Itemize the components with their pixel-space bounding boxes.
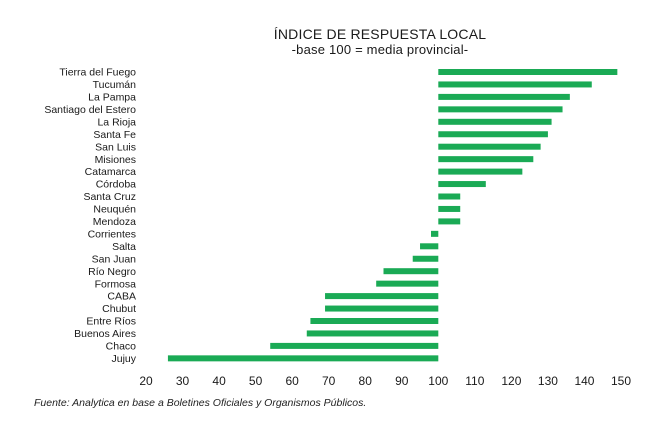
category-label-misiones: Misiones [95, 154, 136, 166]
category-label-rio-negro: Río Negro [88, 266, 136, 278]
chart-subtitle: -base 100 = media provincial- [291, 42, 469, 57]
category-label-chaco: Chaco [106, 341, 137, 353]
category-label-jujuy: Jujuy [111, 353, 136, 365]
chart-title: ÍNDICE DE RESPUESTA LOCAL [273, 26, 487, 42]
bar-entre-rios [310, 318, 439, 324]
bar-san-juan [412, 255, 439, 262]
x-tick-40: 40 [212, 374, 226, 388]
bar-salta [420, 243, 439, 250]
category-label-santa-fe: Santa Fe [93, 129, 136, 141]
bar-jujuy [167, 355, 439, 362]
category-label-neuquen: Neuquén [93, 204, 136, 216]
x-tick-110: 110 [465, 374, 484, 388]
category-label-entre-rios: Entre Ríos [86, 316, 136, 328]
bar-neuquen [438, 205, 461, 212]
bar-santa-fe [438, 131, 548, 138]
x-tick-50: 50 [249, 374, 263, 388]
bar-san-luis [438, 143, 541, 150]
category-label-catamarca: Catamarca [85, 166, 137, 178]
category-label-mendoza: Mendoza [93, 216, 136, 228]
bar-tierra-del-fuego [438, 69, 618, 75]
x-tick-60: 60 [285, 374, 299, 388]
bar-catamarca [438, 168, 523, 175]
bar-la-pampa [438, 93, 570, 100]
x-tick-120: 120 [501, 374, 521, 388]
bar-santa-cruz [438, 193, 461, 200]
category-label-la-pampa: La Pampa [88, 92, 136, 104]
category-label-la-rioja: La Rioja [97, 116, 136, 128]
bar-chubut [325, 305, 439, 312]
bars-group [167, 69, 618, 362]
x-tick-labels: 20 30 40 50 60 70 80 90 100 110 120 130 140 150 [139, 374, 631, 388]
category-label-santiago-del-estero: Santiago del Estero [44, 104, 136, 116]
bar-corrientes [431, 230, 439, 237]
category-label-cordoba: Córdoba [96, 179, 136, 191]
x-tick-150: 150 [611, 374, 631, 388]
x-tick-80: 80 [359, 374, 373, 388]
category-label-tierra-del-fuego: Tierra del Fuego [59, 67, 136, 79]
bar-la-rioja [438, 118, 552, 125]
bar-mendoza [438, 218, 461, 225]
category-label-caba: CABA [107, 291, 136, 303]
bar-santiago-del-estero [438, 106, 563, 113]
category-label-tucuman: Tucumán [93, 79, 137, 91]
category-label-formosa: Formosa [95, 278, 137, 290]
category-label-salta: Salta [112, 241, 136, 253]
x-tick-90: 90 [395, 374, 409, 388]
bar-rio-negro [383, 268, 439, 275]
category-label-chubut: Chubut [102, 303, 136, 315]
x-tick-20: 20 [139, 374, 153, 388]
bar-formosa [376, 280, 439, 287]
bar-cordoba [438, 181, 486, 188]
bar-buenos-aires [306, 330, 439, 337]
category-label-san-luis: San Luis [95, 141, 136, 153]
category-label-san-juan: San Juan [92, 253, 137, 265]
category-label-santa-cruz: Santa Cruz [83, 191, 136, 203]
bar-tucuman [438, 81, 592, 88]
x-tick-130: 130 [538, 374, 558, 388]
bar-chaco [270, 342, 439, 349]
x-tick-70: 70 [322, 374, 336, 388]
bar-misiones [438, 156, 534, 163]
x-tick-140: 140 [574, 374, 594, 388]
category-label-buenos-aires: Buenos Aires [74, 328, 136, 340]
x-tick-30: 30 [176, 374, 190, 388]
category-label-corrientes: Corrientes [88, 228, 136, 240]
bar-caba [325, 293, 439, 300]
source-note: Fuente: Analytica en base a Boletines Of… [34, 397, 367, 409]
x-tick-100: 100 [428, 374, 448, 388]
